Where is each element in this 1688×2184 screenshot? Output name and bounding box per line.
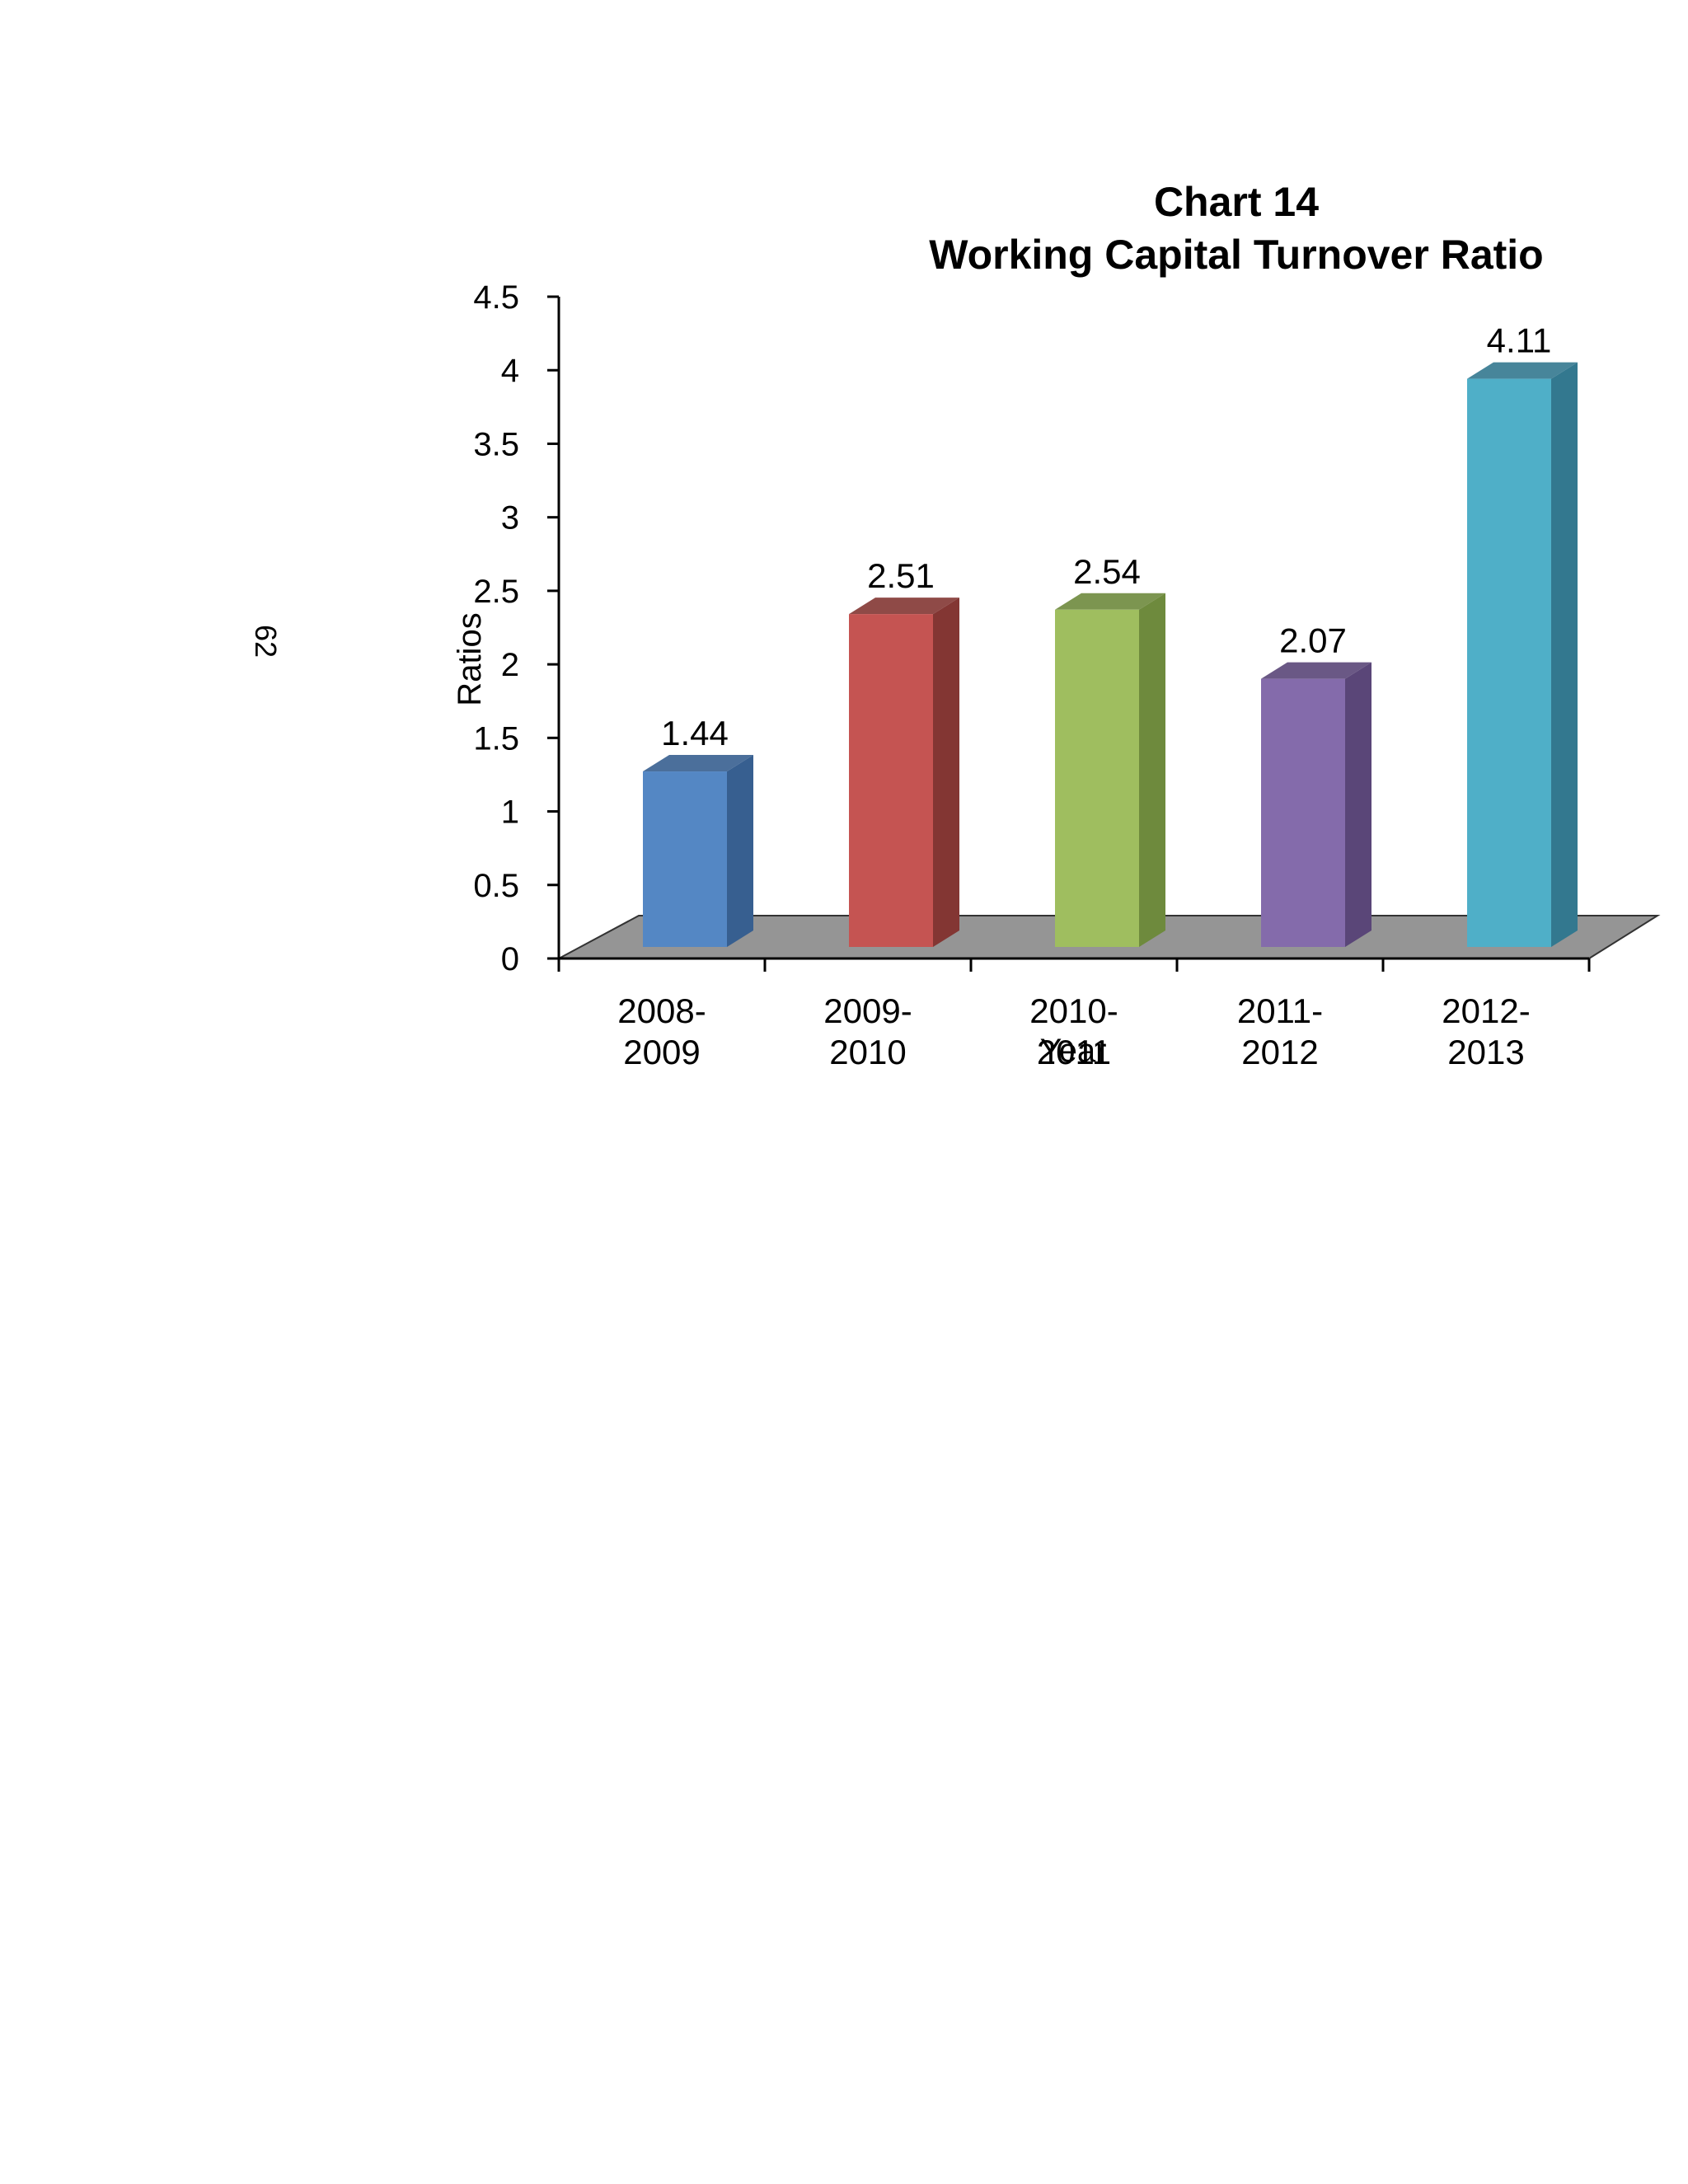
bar-side — [1551, 362, 1578, 947]
x-tick-label: 2010- — [1029, 991, 1118, 1030]
bar — [1261, 678, 1345, 947]
x-tick-label: 2008- — [617, 991, 706, 1030]
x-tick-label: 2009- — [823, 991, 912, 1030]
bar-top — [1467, 362, 1578, 379]
y-tick-label: 4.5 — [473, 279, 519, 316]
data-label: 2.54 — [1073, 552, 1141, 591]
y-tick-label: 0 — [501, 941, 519, 977]
x-axis-title: Year — [1040, 1033, 1107, 1069]
y-tick-label: 4 — [501, 353, 519, 389]
x-tick-label: 2009 — [623, 1033, 700, 1071]
x-tick-label: 2011- — [1237, 991, 1323, 1030]
x-tick-label: 2012- — [1442, 991, 1530, 1030]
x-tick-label: 2011 — [1037, 1033, 1111, 1071]
y-axis-title: Ratios — [452, 612, 488, 705]
y-tick-label: 0.5 — [473, 868, 519, 904]
y-tick-label: 3.5 — [473, 426, 519, 462]
chart-subtitle: Working Capital Turnover Ratio — [929, 232, 1543, 278]
y-tick-label: 1.5 — [473, 720, 519, 757]
x-tick-label: 2013 — [1447, 1033, 1524, 1071]
bar-top — [1055, 593, 1165, 610]
x-tick-label: 2012 — [1241, 1033, 1318, 1071]
bar-side — [727, 755, 753, 947]
bar-top — [1261, 662, 1372, 679]
y-tick-label: 2.5 — [473, 574, 519, 610]
y-tick-label: 3 — [501, 500, 519, 537]
x-tick-label: 2010 — [829, 1033, 906, 1071]
bar-top — [643, 755, 753, 772]
bar-side — [1139, 593, 1165, 947]
chart-plot-area: 0 0.5 1 1.5 2 2.5 3 3.5 4 4.5 1.44 2008-2009 2.51 200… — [473, 279, 1661, 1071]
bar — [1467, 378, 1551, 947]
bar — [1055, 609, 1139, 947]
bar — [849, 614, 933, 947]
y-tick-label: 2 — [501, 647, 519, 683]
data-label: 2.51 — [867, 556, 935, 595]
bar — [643, 771, 727, 947]
bar-side — [933, 598, 959, 947]
bar-top — [849, 598, 959, 615]
chart-title: Chart 14 — [1154, 179, 1319, 225]
data-label: 2.07 — [1279, 621, 1347, 660]
y-tick-label: 1 — [501, 794, 519, 831]
bar-side — [1345, 662, 1372, 947]
data-label: 1.44 — [661, 714, 729, 752]
data-label: 4.11 — [1487, 321, 1552, 360]
